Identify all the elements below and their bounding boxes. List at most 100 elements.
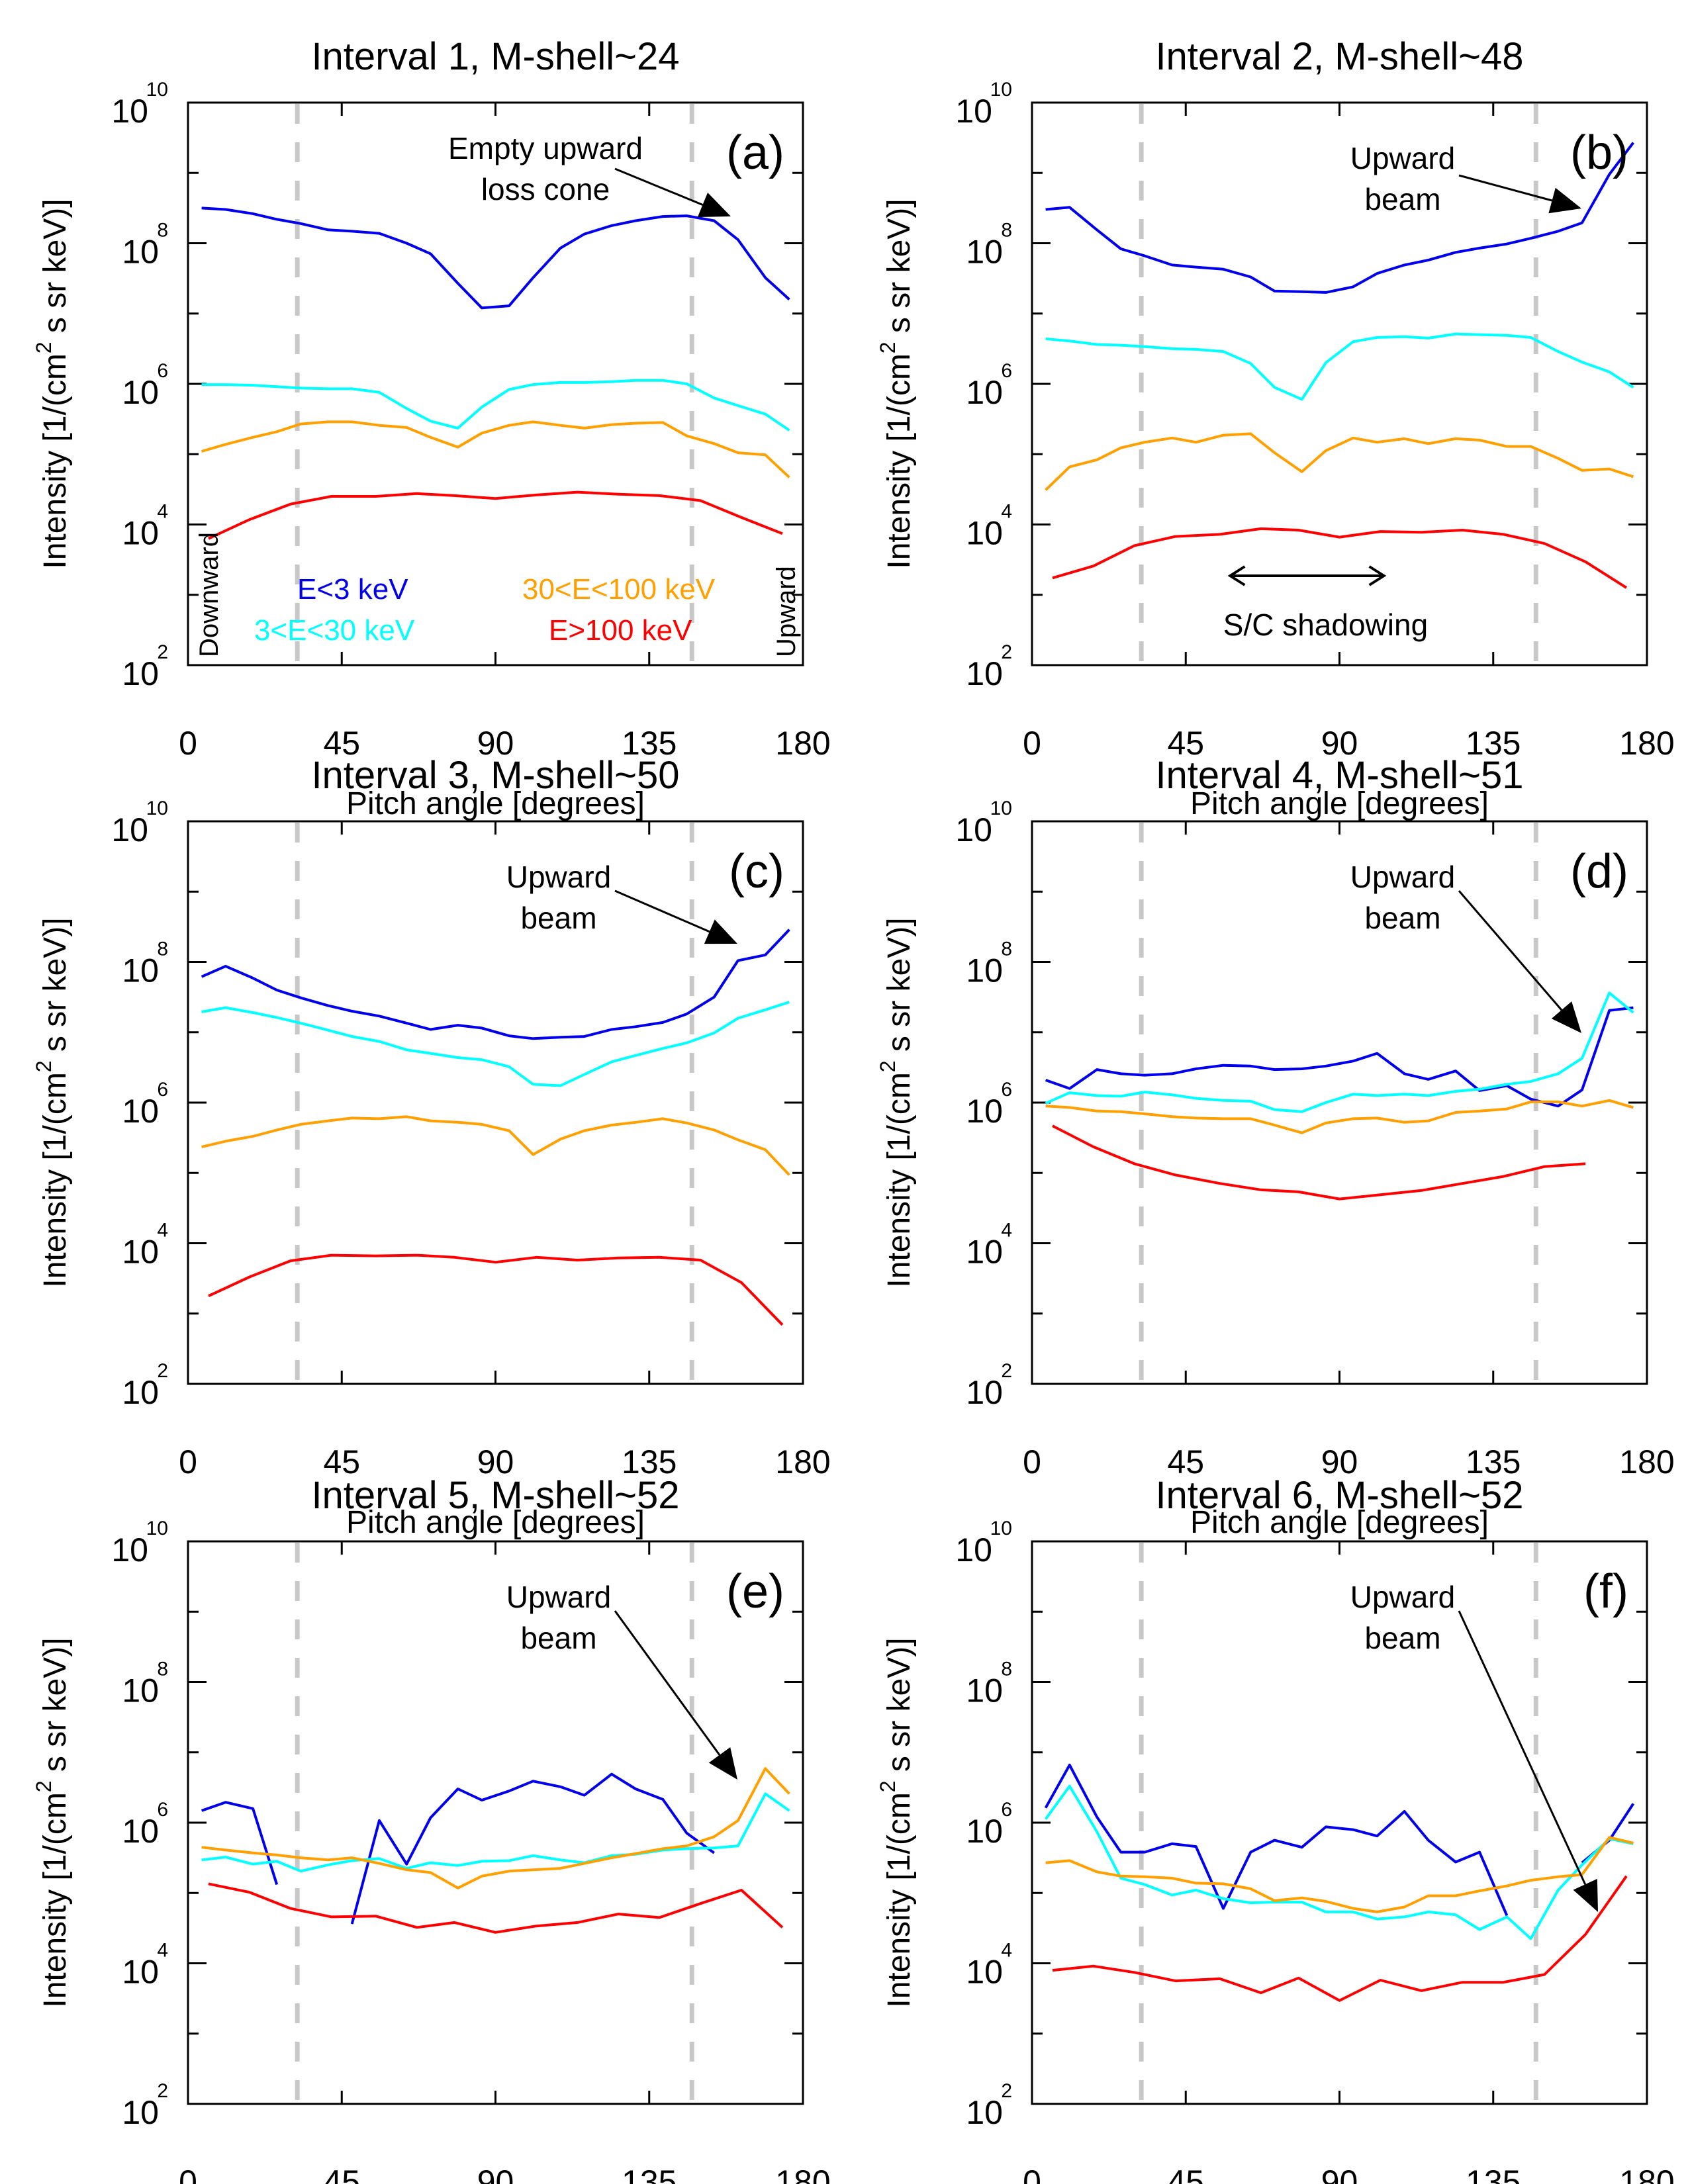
y-axis-label: Intensity [1/(cm2 s sr keV)] xyxy=(32,199,73,569)
x-tick-label: 180 xyxy=(775,1443,830,1480)
annotation-text: beam xyxy=(1364,1621,1440,1655)
y-tick-label: 10 xyxy=(122,952,159,989)
panel-label: (c) xyxy=(729,845,784,898)
series-line-high xyxy=(1045,1099,1634,1134)
y-tick-label: 10 xyxy=(122,374,159,411)
annotation-text: beam xyxy=(1364,901,1440,935)
y-tick-exponent: 4 xyxy=(1001,501,1012,523)
panel-label: (a) xyxy=(726,126,784,179)
series-line-mid xyxy=(201,1001,790,1087)
y-tick-exponent: 2 xyxy=(157,1360,168,1382)
annotation-text: beam xyxy=(1364,182,1440,216)
x-axis-label: Pitch angle [degrees] xyxy=(1190,1505,1489,1540)
y-tick-base: 10 xyxy=(122,374,159,411)
x-tick-label: 90 xyxy=(1321,725,1358,762)
plot-frame xyxy=(187,820,804,1385)
y-tick-base: 10 xyxy=(122,655,159,692)
y-label-text: s sr keV)] xyxy=(38,1637,73,1780)
y-tick-label: 10 xyxy=(966,1374,1003,1411)
y-label-text: s sr keV)] xyxy=(38,917,73,1060)
panel-d: Interval 4, M-shell~510 45 90 135 1801021041… xyxy=(876,754,1675,1540)
series-line-top xyxy=(208,490,783,540)
series-line-mid xyxy=(1045,332,1634,401)
y-tick-label: 10 xyxy=(122,1672,159,1709)
y-tick-base: 10 xyxy=(966,234,1003,271)
y-tick-label: 10 xyxy=(966,374,1003,411)
y-tick-exponent: 4 xyxy=(157,1940,168,1962)
panel-a: Interval 1, M-shell~240 45 90 135 1801021041… xyxy=(32,35,831,821)
y-tick-base: 10 xyxy=(111,1531,148,1569)
y-tick-label: 10 xyxy=(111,1531,148,1569)
panel-f: Interval 6, M-shell~520 45 90 135 1801021041… xyxy=(876,1474,1675,2184)
y-tick-exponent: 6 xyxy=(157,360,168,382)
y-tick-label: 10 xyxy=(122,1813,159,1850)
panel-title: Interval 6, M-shell~52 xyxy=(1155,1474,1523,1517)
y-label-superscript: 2 xyxy=(876,1780,900,1792)
x-tick-label: 0 xyxy=(1023,2163,1041,2184)
x-tick-label: 180 xyxy=(1619,725,1674,762)
arrowhead-icon xyxy=(704,919,737,944)
panel-e: Interval 5, M-shell~520 45 90 135 1801021041… xyxy=(32,1474,831,2184)
y-tick-label: 10 xyxy=(966,655,1003,692)
y-tick-label: 10 xyxy=(122,655,159,692)
x-tick-label: 135 xyxy=(622,725,677,762)
y-tick-base: 10 xyxy=(111,811,148,848)
y-tick-base: 10 xyxy=(966,374,1003,411)
y-axis-label: Intensity [1/(cm2 s sr keV)] xyxy=(876,917,917,1287)
y-tick-base: 10 xyxy=(955,811,992,848)
series-line-low xyxy=(1044,1763,1509,1917)
y-tick-exponent: 8 xyxy=(157,1659,168,1680)
x-tick-label: 180 xyxy=(775,725,830,762)
y-tick-base: 10 xyxy=(966,952,1003,989)
series-line-mid xyxy=(201,379,790,432)
y-tick-base: 10 xyxy=(966,1093,1003,1130)
y-label-superscript: 2 xyxy=(32,341,56,353)
y-tick-label: 10 xyxy=(966,1672,1003,1709)
arrowhead-left-icon xyxy=(1227,565,1246,586)
y-tick-exponent: 10 xyxy=(990,1518,1012,1539)
x-tick-label: 90 xyxy=(1321,1443,1358,1480)
panel-label: (e) xyxy=(726,1565,784,1618)
x-tick-label: 0 xyxy=(1023,1443,1041,1480)
y-label-text: Intensity [1/(cm xyxy=(882,1792,917,2007)
panel-label: (d) xyxy=(1570,845,1628,898)
y-tick-base: 10 xyxy=(122,952,159,989)
y-axis-label: Intensity [1/(cm2 s sr keV)] xyxy=(32,917,73,1287)
y-tick-label: 10 xyxy=(966,234,1003,271)
y-tick-label: 10 xyxy=(111,93,148,130)
series-group xyxy=(201,206,790,540)
y-label-superscript: 2 xyxy=(32,1060,56,1072)
y-tick-exponent: 6 xyxy=(1001,1799,1012,1821)
annotation-text: Upward xyxy=(1350,1580,1456,1614)
x-tick-label: 45 xyxy=(1167,2163,1204,2184)
y-tick-exponent: 6 xyxy=(1001,360,1012,382)
x-axis-label: Pitch angle [degrees] xyxy=(346,786,645,821)
series-line-high xyxy=(201,1767,790,1889)
y-tick-exponent: 4 xyxy=(1001,1940,1012,1962)
series-line-low xyxy=(1581,1803,1635,1864)
series-line-top xyxy=(1052,1124,1586,1201)
y-tick-label: 10 xyxy=(122,1234,159,1271)
series-line-high xyxy=(201,420,790,478)
panel-c: Interval 3, M-shell~500 45 90 135 1801021041… xyxy=(32,754,831,1540)
x-tick-label: 0 xyxy=(179,2163,197,2184)
series-group xyxy=(1045,142,1634,589)
plot-frame xyxy=(187,1540,804,2105)
x-tick-label: 45 xyxy=(1167,1443,1204,1480)
y-axis-label: Intensity [1/(cm2 s sr keV)] xyxy=(32,1637,73,2007)
series-line-low xyxy=(201,206,790,310)
series-group xyxy=(201,1767,790,1934)
y-tick-exponent: 2 xyxy=(1001,1360,1012,1382)
y-label-text: s sr keV)] xyxy=(38,199,73,341)
arrowhead-icon xyxy=(1548,187,1581,214)
y-tick-exponent: 2 xyxy=(157,2080,168,2102)
arrowhead-icon xyxy=(708,1747,737,1780)
annotation-arrow-line xyxy=(614,167,704,206)
y-tick-label: 10 xyxy=(966,952,1003,989)
x-tick-label: 0 xyxy=(179,1443,197,1480)
upward-label: Upward xyxy=(772,566,801,657)
y-tick-exponent: 2 xyxy=(1001,2080,1012,2102)
legend-entry-low: E<3 keV xyxy=(297,573,408,606)
y-label-text: Intensity [1/(cm xyxy=(882,1072,917,1287)
arrowhead-icon xyxy=(1573,1878,1598,1912)
